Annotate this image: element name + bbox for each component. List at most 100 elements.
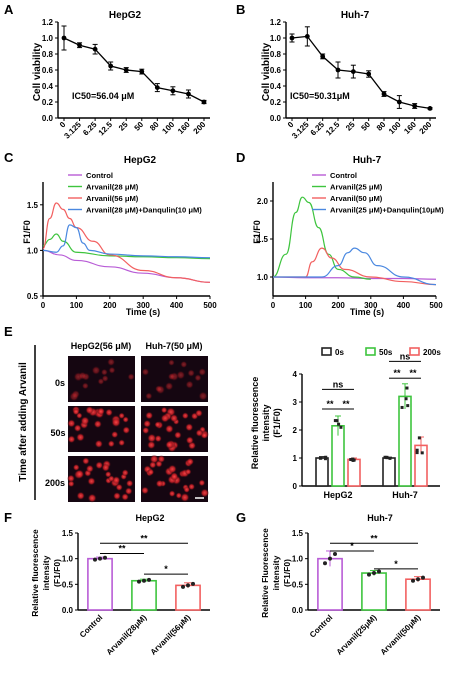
chart-g-data-point [377,569,381,574]
cell-nucleus [127,373,135,381]
chart-a-ytick-label: 0.0 [42,114,54,123]
cell-nucleus [101,463,110,472]
chart-a-xtick-label: 160 [176,120,192,136]
chart-a-xtick-label: 50 [133,120,146,133]
chart-e-sig-label: ** [409,368,417,378]
chart-d-series-1 [272,196,371,280]
chart-e-bar [315,457,329,487]
chart-g-category-label: Arvanil(50μM) [379,613,423,657]
chart-b-xtick-label: 50 [359,120,372,133]
ylabel-b: Cell viability [261,42,272,101]
image-col2-label: Huh-7(50 μM) [145,341,202,351]
chart-e-ytick-label: 2 [293,426,298,435]
title-d: Huh-7 [353,155,382,166]
chart-c-series-1 [42,233,211,260]
chart-a-point [123,67,129,73]
chart-g-sig-label: ** [370,533,378,543]
cell-nucleus [85,406,94,415]
chart-c-ytick-label: 1.0 [27,246,39,255]
chart-e-data-point [349,458,353,462]
chart-b-xtick-label: 12.5 [324,120,342,138]
cell-nucleus [72,408,80,416]
chart-b-ytick-label: 0.0 [270,114,282,123]
chart-a-point [92,46,98,52]
chart-a-ytick-label: 0.4 [42,82,54,91]
panel-letter-f: F [4,510,12,525]
cell-nucleus [165,424,174,434]
chart-c-xtick-label: 0 [41,301,46,310]
ylabel-a: Cell viability [32,42,43,101]
chart-a-point [139,69,145,74]
chart-c-series-3 [42,224,211,259]
chart-e-data-point [385,456,389,460]
chart-b-ytick-label: 1.2 [270,18,282,27]
chart-d-xtick-label: 400 [397,301,411,310]
chart-e-data-point [404,397,408,401]
chart-e-category-label: Huh-7 [392,490,418,500]
chart-f-data-point [191,581,195,586]
chart-b-point [304,34,310,39]
chart-b-xtick-label: 200 [418,120,434,136]
chart-b-ytick-label: 0.6 [270,66,282,75]
chart-d-legend-label: Arvanil(25 μM) [330,183,383,192]
chart-e-data-point [335,419,339,423]
chart-d-series-3 [273,247,437,286]
chart-e-data-point [415,448,419,452]
chart-f-sig-label: ** [118,544,126,554]
chart-f-data-point [98,556,102,561]
cell-nucleus [160,413,170,423]
chart-g-ytick-label: 0.0 [292,606,304,615]
chart-a-ytick-label: 0.2 [42,98,54,107]
chart-a-point [108,63,114,69]
cell-nucleus [198,368,207,376]
title-b: Huh-7 [341,10,370,21]
chart-b-xtick-label: 160 [402,120,418,136]
chart-f-data-point [103,555,107,560]
panel-letter-d: D [236,150,245,165]
chart-e-data-point [420,451,424,455]
chart-e-data-point [406,404,410,408]
ylabel-e-2: intensity [261,404,271,441]
chart-e-legend-swatch [409,347,420,356]
chart-f-bar [131,579,157,611]
chart-b-point [412,103,418,109]
chart-e-sig-label: ns [400,351,411,361]
cell-nucleus [200,488,210,498]
cell-nucleus [185,423,194,432]
xlabel-d: Time (s) [350,307,384,317]
chart-d-legend-label: Arvanil(25 μM)+Danqulin(10μM) [330,206,444,215]
ic50-b: IC50=50.31μM [290,91,350,101]
chart-b-ytick-label: 0.4 [270,82,282,91]
chart-d-xtick-label: 200 [332,301,346,310]
chart-c-legend-label: Arvanil(28 μM)+Danqulin(10 μM) [86,206,202,215]
chart-c-xtick-label: 200 [103,301,117,310]
panel-letter-b: B [236,2,245,17]
cell-nucleus [76,491,85,501]
chart-d-xtick-label: 100 [299,301,313,310]
title-g: Huh-7 [367,513,393,523]
chart-b-point [289,35,295,41]
cell-nucleus [154,434,162,443]
chart-f-sig-label: * [164,564,168,574]
cell-nucleus [175,492,183,499]
cell-nucleus [180,492,190,503]
chart-a-point [201,99,207,105]
fluorescence-image-grid [67,356,210,503]
chart-b-ytick-label: 0.8 [270,50,282,59]
cell-nucleus [118,412,125,420]
chart-d-series-2 [273,247,437,286]
cell-nucleus [141,368,150,376]
cell-nucleus [121,493,129,501]
chart-a-xtick-label: 200 [192,120,208,136]
cell-nucleus [113,492,121,500]
cell-nucleus [164,382,174,391]
chart-a-point [170,88,176,94]
image-row-50s: 50s [50,428,65,438]
chart-a-series-line [63,37,205,103]
chart-e-bar [347,458,361,487]
chart-e-data-point [415,451,419,455]
chart-e-data-point [323,456,327,460]
cell-nucleus [183,486,191,493]
chart-g-data-point [372,571,376,576]
